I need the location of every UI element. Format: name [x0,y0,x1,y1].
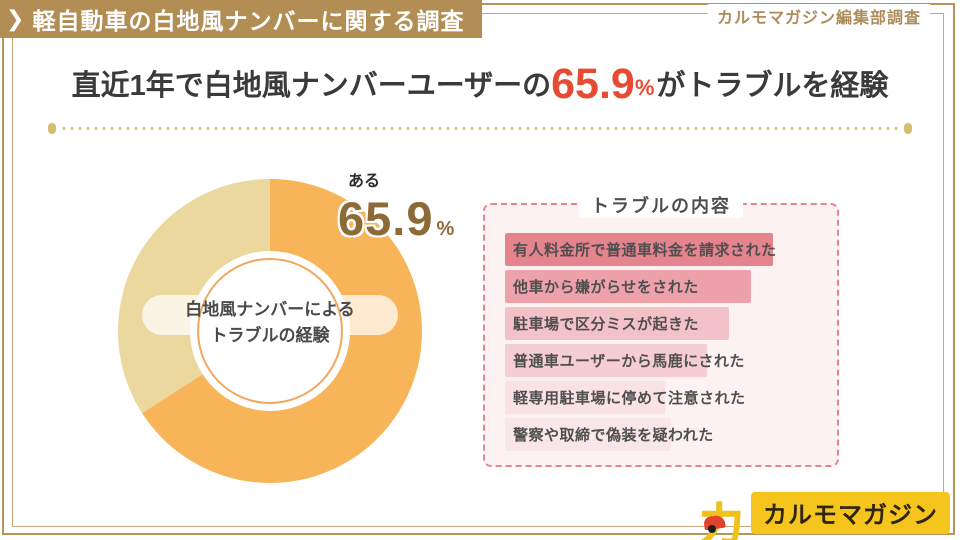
trouble-item-2: 他車から嫌がらせをされた [505,270,751,303]
donut-center-label: 白地風ナンバーによる トラブルの経験 [118,297,422,350]
trouble-item-label: 有人料金所で普通車料金を請求された [513,242,777,259]
trouble-item-6: 警察や取締で偽装を疑われた [505,418,713,451]
donut-center-line2: トラブルの経験 [210,326,330,346]
trouble-list: 有人料金所で普通車料金を請求された 他車から嫌がらせをされた 駐車場で区分ミスが起き… [505,233,827,455]
trouble-item-5: 軽専用駐車場に停めて注意された [505,381,745,414]
trouble-item-label: 軽専用駐車場に停めて注意された [513,390,746,407]
brand-logo-box: カルモマガジン [751,492,950,534]
callout-percent-sign: % [436,218,455,240]
editorial-note: カルモマガジン編集部調査 [707,4,930,28]
dotted-divider [48,123,912,134]
trouble-item-4: 普通車ユーザーから馬鹿にされた [505,344,744,377]
trouble-item-label: 駐車場で区分ミスが起きた [513,316,700,333]
karumo-glyph: 力 [699,488,743,540]
trouble-item-3: 駐車場で区分ミスが起きた [505,307,729,340]
headline: 直近1年で白地風ナンバーユーザーの65.9%がトラブルを経験 [0,60,960,109]
headline-percent-sign: % [634,75,655,100]
survey-title-text: 軽自動車の白地風ナンバーに関する調査 [32,8,465,34]
chevron-right-icon: ❯ [6,6,25,31]
brand-logo: 力 カルモマガジン [699,492,950,540]
donut-inner-ring [197,258,343,404]
headline-percentage: 65.9 [551,60,635,108]
karumo-car-icon: 力 [699,492,747,540]
donut-chart: 白地風ナンバーによる トラブルの経験 [118,179,422,483]
donut-callout: ある 65.9% [338,167,454,246]
car-wheel-dot [708,525,716,533]
trouble-item-label: 普通車ユーザーから馬鹿にされた [513,353,745,370]
headline-pre: 直近1年で白地風ナンバーユーザーの [71,70,552,102]
callout-label: ある [348,173,381,190]
trouble-item-label: 他車から嫌がらせをされた [513,279,699,296]
callout-value: 65.9 [338,192,434,245]
trouble-panel: トラブルの内容 有人料金所で普通車料金を請求された 他車から嫌がらせをされた 駐車場… [483,192,839,467]
headline-post: がトラブルを経験 [656,70,889,102]
trouble-item-label: 警察や取締で偽装を疑われた [513,427,714,444]
donut-center-line1: 白地風ナンバーによる [185,300,355,319]
brand-logo-text: カルモマガジン [763,502,938,529]
survey-title-badge: ❯ 軽自動車の白地風ナンバーに関する調査 [0,0,483,38]
trouble-panel-title: トラブルの内容 [579,192,743,218]
trouble-item-1: 有人料金所で普通車料金を請求された [505,233,776,266]
